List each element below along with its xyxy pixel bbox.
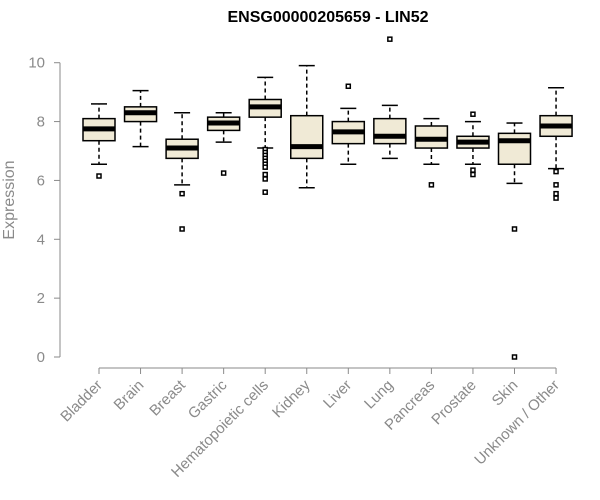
outlier-point [262,164,268,170]
y-tick-label-10: 10 [28,55,45,72]
box-12 [539,86,573,201]
y-tick-label-4: 4 [37,231,45,248]
box-iqr [290,114,324,160]
outlier-point [96,173,102,179]
outlier-point [179,226,185,232]
outlier-point [553,195,559,201]
box-8 [373,36,407,160]
outlier-point [470,111,476,117]
axes-group: 0 2 4 6 8 10 [28,55,557,374]
box-2 [123,89,158,148]
outlier-point [387,36,393,42]
outlier-point [345,83,352,90]
box-9 [414,117,449,188]
chart-title: ENSG00000205659 - LIN52 [227,9,428,26]
box-10 [456,111,490,178]
box-11 [497,122,532,360]
y-tick-label-0: 0 [37,349,45,366]
y-axis-label: Expression [1,160,18,239]
outlier-point [220,170,227,176]
x-tick-label: Prostate [428,377,480,429]
outlier-point [428,182,435,188]
box-iqr [373,117,407,145]
outlier-point [179,190,185,197]
outlier-point [470,171,476,178]
outlier-point [262,176,268,182]
x-tick-label: Brain [111,377,148,414]
outlier-point [553,182,559,188]
outlier-point [262,171,268,178]
boxes-group [82,36,573,360]
y-tick-label-6: 6 [37,172,45,189]
outlier-point [553,168,559,175]
box-6 [290,64,324,189]
box-iqr [497,132,532,165]
x-tick-label: Lung [361,377,397,413]
outlier-point [262,189,268,195]
box-7 [331,83,366,165]
x-tick-label: Liver [320,377,355,412]
outlier-point [470,167,476,173]
y-tick-label-8: 8 [37,114,45,131]
box-3 [165,111,199,232]
box-5 [248,76,282,195]
x-tick-label: Skin [489,377,522,410]
y-tick-label-2: 2 [37,290,45,307]
x-tick-label: Kidney [269,376,314,421]
x-tick-label: Breast [146,376,189,419]
box-4 [206,111,241,176]
outlier-point [511,354,518,360]
x-tick-label: Bladder [57,377,106,426]
outlier-point [511,226,518,232]
outlier-point [553,190,559,197]
box-1 [82,103,116,179]
